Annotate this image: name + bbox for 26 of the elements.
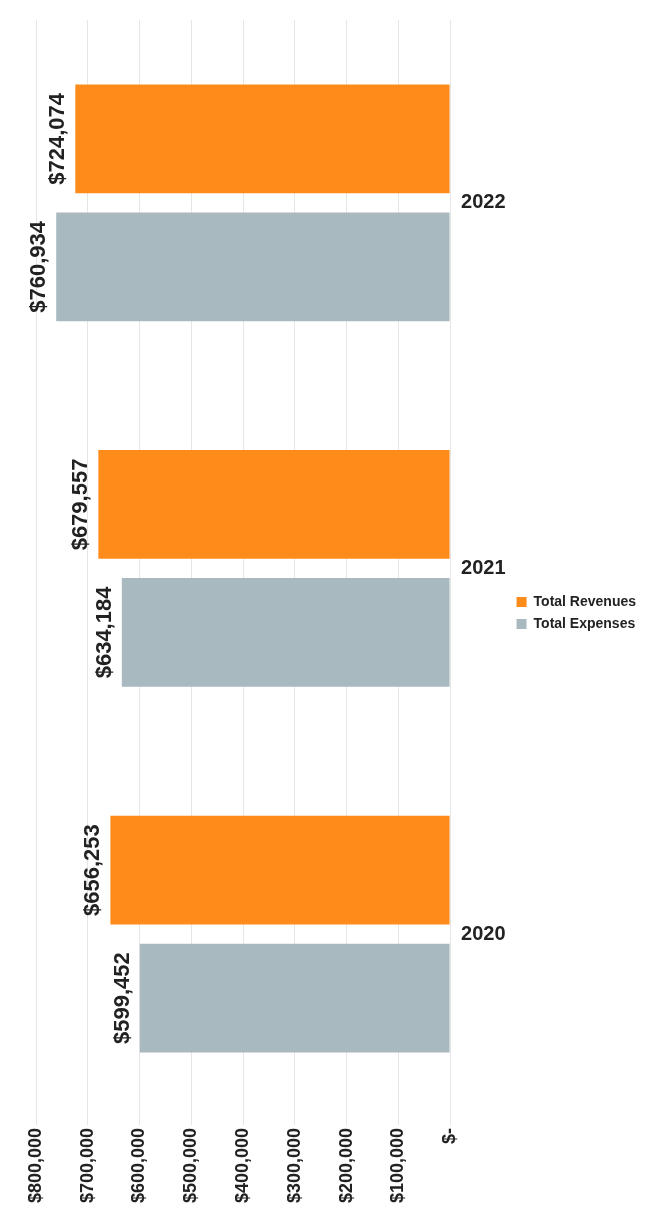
y-tick-label: 2022 xyxy=(461,190,506,213)
data-label: $760,934 xyxy=(25,220,51,313)
bar xyxy=(75,84,450,194)
x-tick-label: $800,000 xyxy=(24,1127,45,1203)
x-tick-label: $- xyxy=(439,1127,460,1144)
x-tick-label: $400,000 xyxy=(232,1127,252,1203)
x-tick-label: $200,000 xyxy=(335,1127,356,1203)
data-label: $724,074 xyxy=(44,92,70,185)
bar xyxy=(110,815,450,925)
x-tick-label: $600,000 xyxy=(128,1127,149,1203)
y-tick-label: 2020 xyxy=(461,921,506,944)
y-tick-label: 2021 xyxy=(461,555,506,578)
x-tick-label: $300,000 xyxy=(283,1127,304,1203)
bar xyxy=(98,450,450,559)
x-tick-label: $100,000 xyxy=(387,1127,408,1203)
data-label: $656,253 xyxy=(79,824,105,916)
bar xyxy=(56,212,450,322)
data-label: $679,557 xyxy=(67,458,93,551)
legend-label: Total Revenues xyxy=(533,592,637,609)
data-label: $634,184 xyxy=(90,585,116,679)
x-tick-label: $500,000 xyxy=(180,1127,201,1203)
legend-label: Total Expenses xyxy=(533,614,636,631)
x-tick-label: $700,000 xyxy=(76,1127,97,1203)
bar xyxy=(121,578,450,687)
data-label: $599,452 xyxy=(108,952,134,1044)
bar xyxy=(139,943,450,1053)
